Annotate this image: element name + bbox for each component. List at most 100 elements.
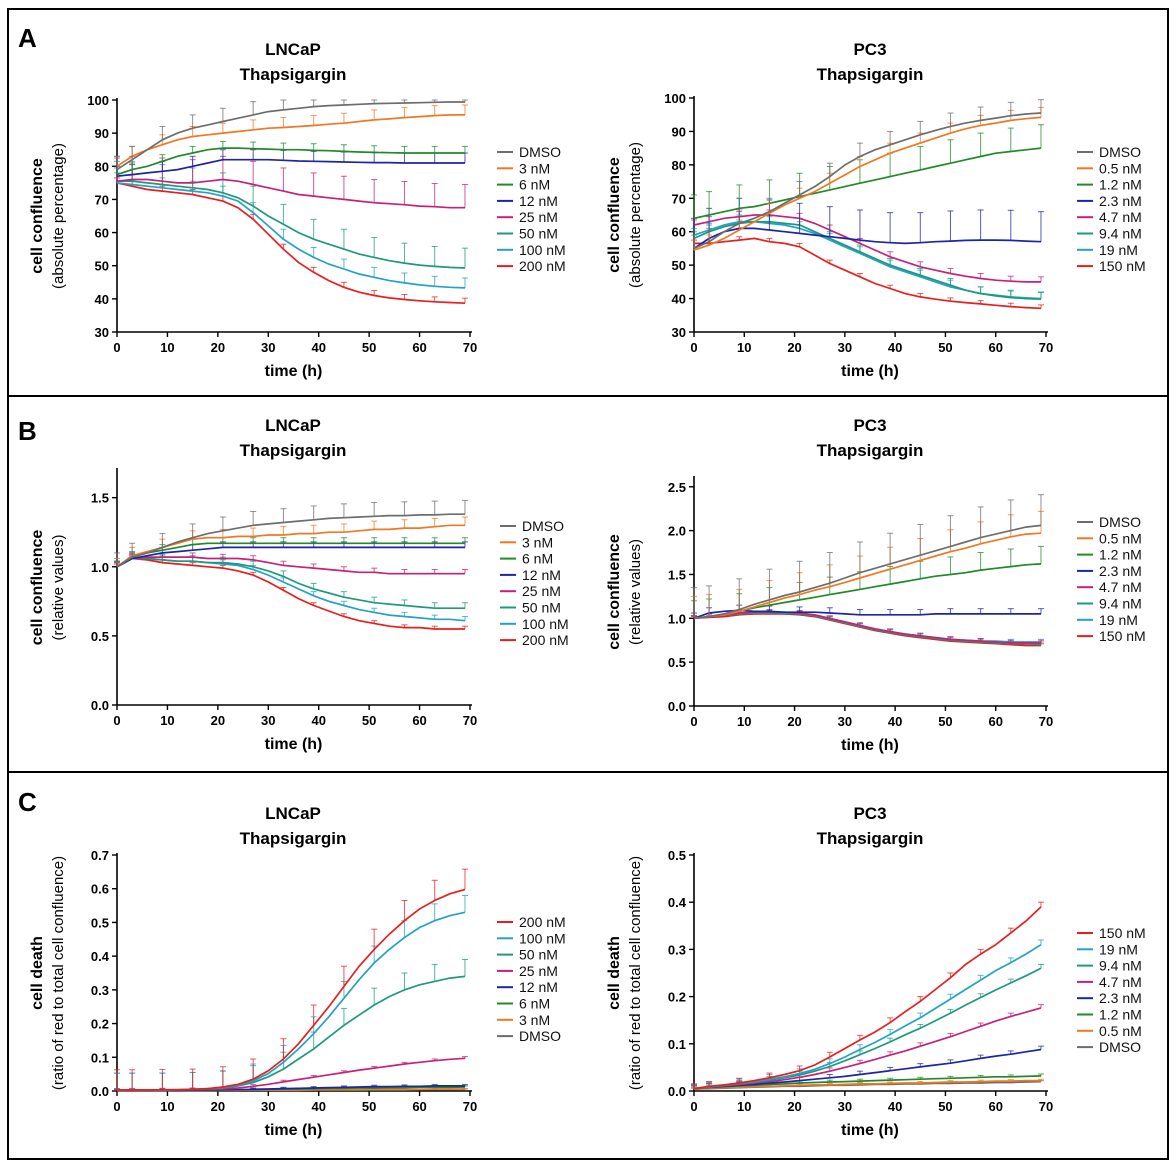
series-group	[114, 868, 468, 1092]
series-line	[694, 237, 1042, 310]
chart-subtitle: Thapsigargin	[240, 441, 347, 460]
panel-frame-a	[7, 8, 1169, 397]
legend-label: 12 nM	[519, 193, 558, 209]
legend-label: DMSO	[519, 144, 561, 160]
x-tick-label: 40	[311, 1099, 325, 1114]
x-tick-label: 50	[938, 340, 952, 355]
legend-label: DMSO	[1099, 514, 1141, 530]
series-50-nm	[114, 959, 468, 1091]
legend-label: 19 nM	[1099, 242, 1138, 258]
legend-label: 25 nM	[519, 963, 558, 979]
series-50-nm	[114, 552, 468, 610]
series-line	[117, 180, 466, 269]
y-axis-label: cell confluence	[606, 157, 623, 273]
series-line	[117, 888, 466, 1091]
chart-title: PC3	[853, 416, 886, 435]
y-tick-label: 0.2	[91, 1017, 109, 1032]
y-tick-label: 60	[95, 226, 109, 241]
series-100-nm	[114, 894, 468, 1091]
legend-label: 25 nM	[522, 583, 561, 599]
x-tick-label: 60	[988, 1099, 1002, 1114]
y-tick-label: 100	[664, 91, 686, 106]
legend-label: 4.7 nM	[1099, 974, 1142, 990]
legend-label: 4.7 nM	[1099, 579, 1142, 595]
series-line	[116, 524, 465, 568]
series-group	[114, 99, 468, 305]
x-tick-label: 50	[938, 1099, 952, 1114]
series-150-nm	[691, 901, 1044, 1090]
y-axis-label: cell death	[29, 936, 46, 1010]
legend-label: 150 nM	[1099, 628, 1146, 644]
x-axis-label: time (h)	[265, 736, 323, 753]
x-tick-label: 0	[690, 340, 697, 355]
series-line	[693, 220, 1042, 301]
legend-label: 12 nM	[522, 567, 561, 583]
x-tick-label: 30	[838, 1099, 852, 1114]
series-line	[116, 147, 465, 176]
y-axis-sublabel: (relative values)	[627, 539, 644, 645]
panel-label-a: A	[18, 23, 37, 53]
y-axis-label: cell confluence	[606, 534, 623, 650]
chart-subtitle: Thapsigargin	[240, 829, 347, 848]
x-tick-label: 70	[1039, 714, 1053, 729]
legend-label: 150 nM	[1099, 258, 1146, 274]
series-0-5-nm	[691, 510, 1044, 620]
y-axis-label: cell confluence	[29, 530, 46, 646]
y-tick-label: 1.0	[91, 560, 109, 575]
series-line	[693, 967, 1042, 1090]
legend-label: 50 nM	[522, 600, 561, 616]
x-tick-label: 70	[463, 340, 477, 355]
y-tick-label: 0.1	[668, 1037, 686, 1052]
series-line	[693, 611, 1041, 644]
series-19-nm	[691, 939, 1044, 1090]
legend-label: 100 nM	[519, 242, 566, 258]
y-tick-label: 2.0	[668, 524, 686, 539]
x-axis-label: time (h)	[841, 1122, 899, 1139]
x-tick-label: 0	[113, 713, 120, 728]
y-tick-label: 0.0	[91, 698, 109, 713]
series-line	[693, 1079, 1041, 1090]
series-line	[693, 943, 1042, 1090]
series-150-nm	[691, 236, 1044, 310]
series-group	[114, 499, 468, 630]
series-line	[693, 227, 1042, 250]
legend-label: 1.2 nM	[1099, 177, 1142, 193]
x-tick-label: 30	[261, 1099, 275, 1114]
series-line	[693, 906, 1042, 1090]
x-tick-label: 40	[888, 340, 902, 355]
chart-subtitle: Thapsigargin	[240, 65, 347, 84]
y-tick-label: 40	[672, 292, 686, 307]
x-axis-label: time (h)	[265, 363, 323, 380]
x-tick-label: 70	[463, 1099, 477, 1114]
legend-label: 0.5 nM	[1099, 530, 1142, 546]
legend-label: 100 nM	[519, 930, 566, 946]
x-tick-label: 40	[888, 714, 902, 729]
x-tick-label: 60	[412, 1099, 426, 1114]
x-tick-label: 10	[737, 340, 751, 355]
y-tick-label: 0.5	[91, 629, 109, 644]
y-tick-label: 0.0	[668, 699, 686, 714]
series-line	[693, 532, 1042, 620]
x-tick-label: 30	[261, 340, 275, 355]
legend-label: 25 nM	[519, 209, 558, 225]
x-tick-label: 50	[362, 713, 376, 728]
legend-label: 3 nM	[519, 160, 550, 176]
y-axis-sublabel: (ratio of red to total cell confluence)	[50, 856, 67, 1090]
series-3-nm	[114, 516, 468, 568]
x-tick-label: 20	[211, 340, 225, 355]
x-axis-label: time (h)	[841, 363, 899, 380]
series-line	[693, 613, 1041, 647]
y-tick-label: 0.7	[91, 848, 109, 863]
series-line	[116, 557, 465, 630]
series-line	[693, 524, 1042, 620]
chart-b-lncap: LNCaP Thapsigargin 0.0 0.5 1.0 1.5 0 10 20 30 40 50…	[29, 416, 569, 753]
legend-label: DMSO	[1099, 144, 1141, 160]
x-tick-label: 40	[311, 340, 325, 355]
legend-label: 3 nM	[519, 1012, 550, 1028]
series-line	[693, 1007, 1042, 1090]
legend-label: 19 nM	[1099, 941, 1138, 957]
x-tick-label: 20	[787, 340, 801, 355]
